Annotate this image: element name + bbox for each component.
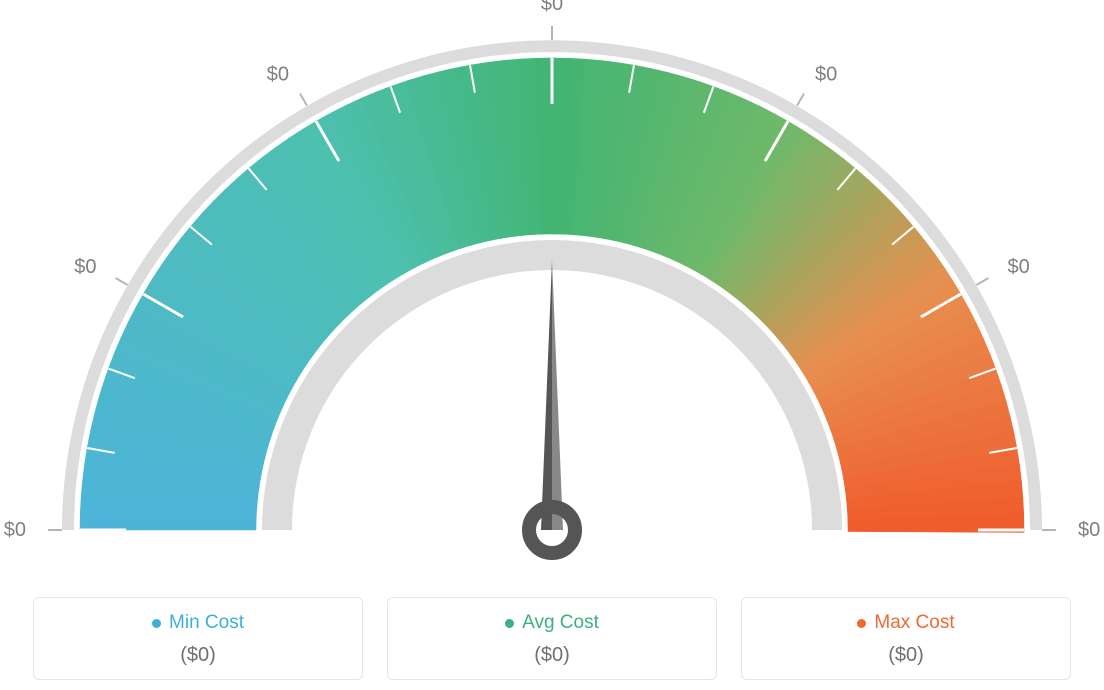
svg-text:$0: $0 xyxy=(541,0,563,15)
legend-label-avg: Avg Cost xyxy=(522,612,599,634)
legend-card-min: Min Cost ($0) xyxy=(33,597,363,680)
gauge-area: $0 $0 $0 $0 $0 $0 $0 xyxy=(0,0,1104,570)
legend-value-max: ($0) xyxy=(752,644,1060,667)
svg-text:$0: $0 xyxy=(267,63,289,85)
legend-row: Min Cost ($0) Avg Cost ($0) Max Cost ($0… xyxy=(0,597,1104,680)
cost-gauge-chart: $0 $0 $0 $0 $0 $0 $0 Min Cost ($0) Avg Cost ($… xyxy=(0,0,1104,690)
svg-text:$0: $0 xyxy=(1078,519,1100,541)
legend-dot-avg xyxy=(505,619,514,628)
legend-dot-max xyxy=(857,619,866,628)
legend-title-avg: Avg Cost xyxy=(398,612,706,634)
legend-value-avg: ($0) xyxy=(398,644,706,667)
legend-label-max: Max Cost xyxy=(874,612,954,634)
legend-title-min: Min Cost xyxy=(44,612,352,634)
svg-text:$0: $0 xyxy=(4,519,26,541)
legend-card-max: Max Cost ($0) xyxy=(741,597,1071,680)
legend-card-avg: Avg Cost ($0) xyxy=(387,597,717,680)
legend-label-min: Min Cost xyxy=(169,612,244,634)
svg-text:$0: $0 xyxy=(1008,256,1030,278)
svg-text:$0: $0 xyxy=(74,256,96,278)
gauge-svg: $0 $0 $0 $0 $0 $0 $0 xyxy=(0,0,1104,570)
legend-value-min: ($0) xyxy=(44,644,352,667)
legend-dot-min xyxy=(152,619,161,628)
svg-text:$0: $0 xyxy=(815,63,837,85)
legend-title-max: Max Cost xyxy=(752,612,1060,634)
